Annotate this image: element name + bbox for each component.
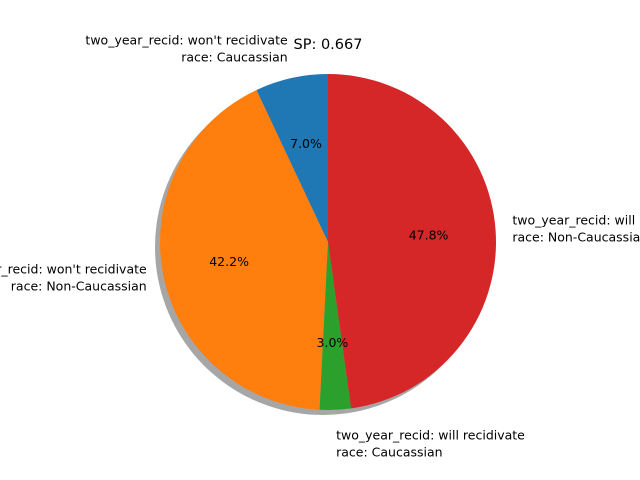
pie-slice-label-line: two_year_recid: will recidivate xyxy=(336,427,525,442)
pie-slice-label: two_year_recid: won't recidivate race: Ca… xyxy=(85,33,288,65)
pie-slice-percent-label: 3.0% xyxy=(317,335,349,350)
pie-slice-4 xyxy=(328,74,497,409)
pie-slice-label-line: two_year_recid: won't recidivate xyxy=(0,261,147,276)
pie-slice-label-line: two_year_recid: won't recidivate xyxy=(85,33,288,48)
pie-slice-label: two_year_recid: will recidivate race: Non… xyxy=(512,213,640,245)
pie-slice-label-line: race: Non-Caucassian xyxy=(512,230,640,245)
pie-slice-label: two_year_recid: won't recidivate race: No… xyxy=(0,261,147,293)
pie-slice-percent-label: 42.2% xyxy=(209,254,249,269)
pie-slice-percent-label: 47.8% xyxy=(409,228,449,243)
pie-slice-label-layer: two_year_recid: won't recidivate race: Ca… xyxy=(0,33,640,460)
pie-slice-label-line: two_year_recid: will recidivate xyxy=(512,213,640,228)
pie-slice-label: two_year_recid: will recidivate race: Cau… xyxy=(336,427,525,459)
pie-slice-2 xyxy=(159,89,328,410)
pie-slice-layer xyxy=(159,74,497,411)
pie-slice-3 xyxy=(319,242,352,411)
pie-percent-label-layer: 7.0% 42.2% 3.0% 47.8% xyxy=(209,136,448,350)
pie-slice-label-line: race: Caucassian xyxy=(336,444,442,459)
pie-slice-percent-label: 7.0% xyxy=(290,136,322,151)
pie-slice-label-line: race: Non-Caucassian xyxy=(11,278,147,293)
chart-title: SP: 0.667 xyxy=(294,37,363,53)
pie-slice-label-line: race: Caucassian xyxy=(181,50,287,65)
pie-slice-1 xyxy=(256,74,328,242)
